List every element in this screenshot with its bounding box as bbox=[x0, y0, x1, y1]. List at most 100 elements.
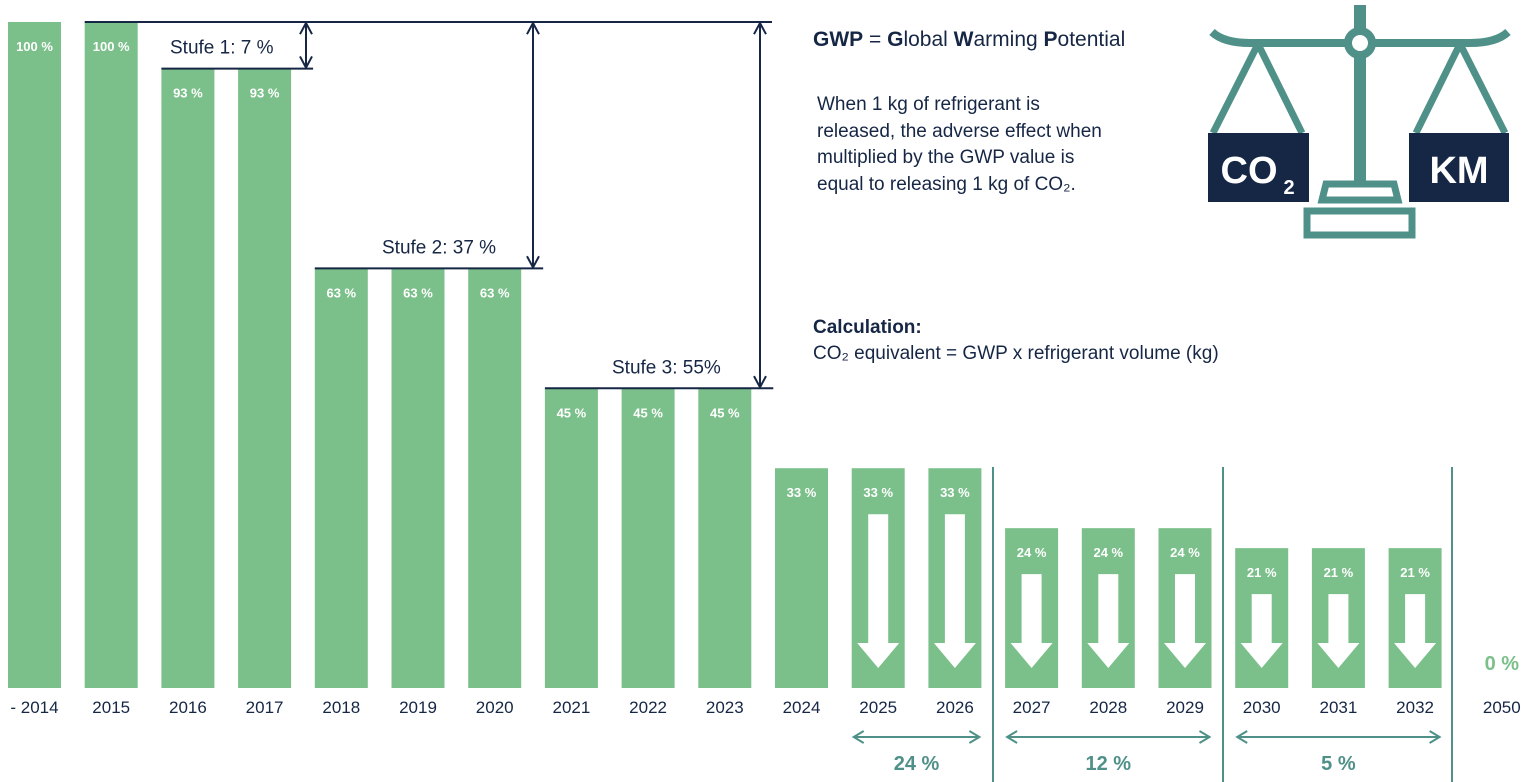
bar-value-label-2031: 21 % bbox=[1324, 565, 1354, 580]
calculation-formula: CO₂ equivalent = GWP x refrigerant volum… bbox=[813, 343, 1219, 364]
year-label-2016: 2016 bbox=[169, 698, 207, 717]
bar-value-label-2020: 63 % bbox=[480, 285, 510, 300]
year-label-2025: 2025 bbox=[859, 698, 897, 717]
arrow-left-icon bbox=[851, 730, 865, 744]
bar-group-2017: 93 % 2017 bbox=[238, 68, 292, 717]
steps-group: Stufe 1: 7 % Stufe 2: 37 % Stufe 3: 55% bbox=[84, 20, 774, 390]
co2-weight-subscript: 2 bbox=[1283, 177, 1294, 199]
arrow-head-icon bbox=[526, 20, 540, 35]
year-label-2029: 2029 bbox=[1166, 698, 1204, 717]
gwp-initial-w: W bbox=[953, 28, 974, 51]
bar-2023 bbox=[698, 388, 752, 688]
year-label-2031: 2031 bbox=[1319, 698, 1357, 717]
down-arrow-icon bbox=[933, 514, 976, 668]
bar-2014 bbox=[8, 22, 61, 688]
bar-value-label-2050: 0 % bbox=[1485, 653, 1520, 675]
arrow-right-icon bbox=[1198, 730, 1212, 744]
bar-group-2019: 63 % 2019 bbox=[391, 268, 445, 717]
bar-value-label-2016: 93 % bbox=[173, 86, 203, 101]
bar-group-2050: 0 % 2050 bbox=[1483, 653, 1521, 717]
arrow-head-icon bbox=[299, 55, 313, 70]
arrow-head-icon bbox=[753, 375, 767, 390]
bar-group-2018: 63 % 2018 bbox=[314, 268, 368, 717]
bar-group-2030: 21 % 2030 bbox=[1235, 548, 1289, 717]
range-3: 5 % bbox=[1235, 730, 1442, 775]
bar-group-2032: 21 % 2032 bbox=[1388, 548, 1442, 717]
bar-group-2022: 45 % 2022 bbox=[621, 388, 675, 717]
balance-scale-icon bbox=[1209, 5, 1511, 239]
bar-value-label-2021: 45 % bbox=[557, 405, 587, 420]
year-label-2017: 2017 bbox=[246, 698, 284, 717]
down-arrow-icon bbox=[1164, 574, 1206, 668]
bar-value-label-2023: 45 % bbox=[710, 405, 740, 420]
range-1: 24 % bbox=[851, 730, 982, 775]
down-arrow-icon bbox=[1317, 594, 1360, 668]
down-arrow-icon bbox=[1394, 594, 1437, 668]
arrow-left-icon bbox=[1005, 730, 1018, 744]
year-label-2018: 2018 bbox=[322, 698, 360, 717]
bar-value-label-2029: 24 % bbox=[1170, 545, 1200, 560]
step-marker-3: Stufe 3: 55% bbox=[544, 20, 774, 390]
bar-2021 bbox=[544, 388, 598, 688]
bar-group-2029: 24 % 2029 bbox=[1158, 528, 1212, 717]
bar-group-2023: 45 % 2023 bbox=[698, 388, 752, 717]
year-label-2030: 2030 bbox=[1243, 698, 1281, 717]
year-label-2026: 2026 bbox=[936, 698, 974, 717]
km-weight-label: KM bbox=[1429, 150, 1488, 192]
year-label-2027: 2027 bbox=[1013, 698, 1051, 717]
gwp-word-global: lobal bbox=[903, 28, 954, 51]
bar-group-2025: 33 % 2025 bbox=[851, 468, 905, 717]
gwp-equals: = bbox=[863, 28, 888, 51]
bar-2022 bbox=[621, 388, 675, 688]
range-label-2: 12 % bbox=[1086, 753, 1132, 775]
bar-2024 bbox=[775, 468, 828, 688]
step-marker-1: Stufe 1: 7 % bbox=[161, 20, 314, 70]
range-label-1: 24 % bbox=[894, 753, 940, 775]
bar-value-label-2024: 33 % bbox=[787, 485, 817, 500]
arrow-right-icon bbox=[968, 730, 982, 744]
year-label-2023: 2023 bbox=[706, 698, 744, 717]
bar-group-2016: 93 % 2016 bbox=[161, 68, 215, 717]
co2-weight: CO 2 bbox=[1208, 133, 1309, 202]
year-label-2028: 2028 bbox=[1089, 698, 1127, 717]
bar-group-2026: 33 % 2026 bbox=[928, 468, 982, 717]
down-arrow-icon bbox=[1087, 574, 1130, 668]
down-arrow-icon bbox=[857, 514, 900, 668]
year-label-2020: 2020 bbox=[476, 698, 514, 717]
year-label-2014: - 2014 bbox=[10, 698, 58, 717]
bar-group-2014: 100 % - 2014 bbox=[8, 22, 61, 717]
km-weight: KM bbox=[1409, 133, 1509, 202]
bar-2019 bbox=[391, 268, 445, 688]
bar-group-2028: 24 % 2028 bbox=[1081, 528, 1135, 717]
year-label-2019: 2019 bbox=[399, 698, 437, 717]
range-2: 12 % bbox=[1005, 730, 1212, 775]
arrow-head-icon bbox=[526, 255, 540, 270]
bar-value-label-2030: 21 % bbox=[1247, 565, 1277, 580]
step-label-2: Stufe 2: 37 % bbox=[382, 237, 496, 258]
gwp-abbreviation: GWP bbox=[813, 28, 864, 51]
year-label-2024: 2024 bbox=[783, 698, 821, 717]
bar-value-label-2022: 45 % bbox=[633, 405, 663, 420]
bar-value-label-2017: 93 % bbox=[250, 86, 280, 101]
gwp-explanation: When 1 kg of refrigerant is released, th… bbox=[817, 94, 1102, 195]
bars-group: 100 % - 2014 100 % 2015 93 % 2016 93 % 2017 63 %… bbox=[8, 22, 1521, 717]
bar-value-label-2027: 24 % bbox=[1017, 545, 1047, 560]
year-label-2015: 2015 bbox=[92, 698, 130, 717]
bar-group-2021: 45 % 2021 bbox=[544, 388, 598, 717]
down-arrow-icon bbox=[1240, 594, 1283, 668]
step-label-3: Stufe 3: 55% bbox=[612, 357, 721, 378]
arrow-left-icon bbox=[1235, 730, 1248, 744]
co2-weight-label: CO bbox=[1221, 150, 1278, 192]
calculation-heading: Calculation: bbox=[813, 317, 922, 338]
bar-group-2020: 63 % 2020 bbox=[468, 268, 522, 717]
arrow-right-icon bbox=[1429, 730, 1442, 744]
bar-2020 bbox=[468, 268, 522, 688]
bar-value-label-2018: 63 % bbox=[326, 285, 356, 300]
bar-2018 bbox=[314, 268, 368, 688]
bar-value-label-2019: 63 % bbox=[403, 285, 433, 300]
gwp-word-warming: arming bbox=[973, 28, 1044, 51]
year-label-2021: 2021 bbox=[552, 698, 590, 717]
bar-value-label-2028: 24 % bbox=[1093, 545, 1123, 560]
bar-value-label-2025: 33 % bbox=[863, 485, 893, 500]
